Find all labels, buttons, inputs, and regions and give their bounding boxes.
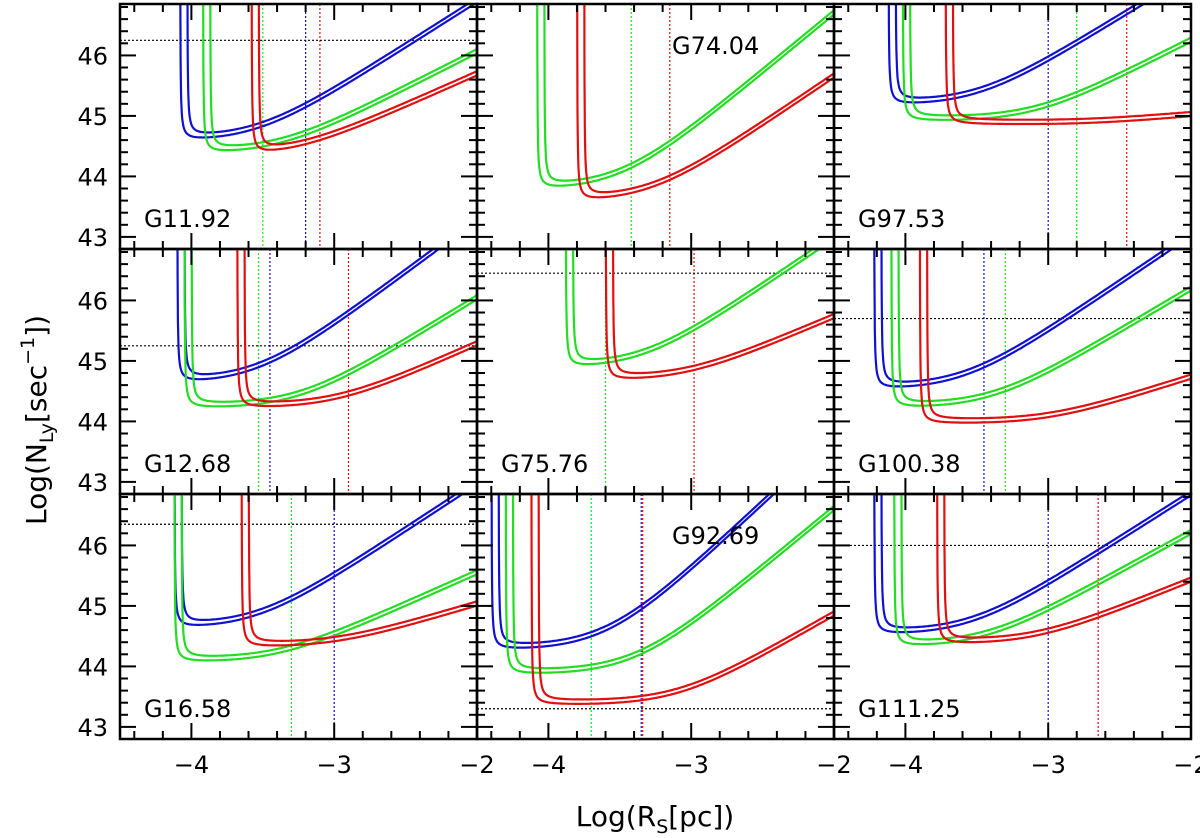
curve-green-lower: [504, 494, 834, 674]
panel-frame: [832, 492, 1193, 741]
panel-g100-38: G100.38: [832, 247, 1193, 496]
curve-green-upper: [543, 4, 834, 182]
curve-green-upper: [572, 249, 816, 361]
x-tick-label: −4: [531, 751, 566, 779]
curve-blue-upper: [186, 4, 470, 134]
curve-green-lower: [564, 249, 822, 366]
curve-red-upper: [583, 4, 834, 194]
curve-red-lower: [936, 494, 1191, 644]
curve-red-upper: [243, 249, 477, 403]
curve-green-lower: [173, 494, 477, 662]
curve-red-upper: [943, 494, 1191, 639]
curve-green-upper: [900, 494, 1191, 641]
curve-green-lower: [536, 4, 834, 187]
curve-green-upper: [511, 494, 834, 670]
panel-label: G74.04: [672, 32, 759, 60]
curve-green-lower: [202, 4, 477, 152]
panel-g75-76: G75.76: [475, 247, 836, 496]
y-tick-label: 45: [77, 348, 108, 376]
panel-label: G92.69: [672, 522, 759, 550]
x-tick-label: −2: [1173, 751, 1200, 779]
curve-red-lower: [250, 4, 477, 151]
panel-label: G12.68: [144, 450, 231, 478]
x-tick-labels: −4 −3 −2 −4 −3 −2 −4 −3 −2: [174, 751, 1200, 779]
curve-green-lower: [183, 249, 477, 408]
curve-red-lower: [944, 4, 1191, 126]
curve-green-upper: [209, 4, 477, 147]
y-tick-label: 45: [77, 103, 108, 131]
panel-label: G75.76: [501, 450, 588, 478]
x-tick-label: −3: [1031, 751, 1066, 779]
y-tick-label: 46: [77, 532, 108, 560]
curve-blue-upper: [894, 4, 1139, 99]
y-axis-label: Log(NLy[sec−1]): [17, 315, 58, 525]
panel-label: G11.92: [144, 205, 231, 233]
curve-red-lower: [604, 249, 834, 379]
panel-label: G111.25: [858, 695, 961, 723]
y-tick-labels: 43 44 45 46 43 44 45 46 43 44 45 46: [77, 42, 108, 741]
panel-label: G97.53: [858, 205, 945, 233]
curve-green-upper: [190, 249, 477, 403]
x-tick-label: −3: [674, 751, 709, 779]
curve-red-lower: [576, 4, 834, 199]
curve-blue-lower: [176, 249, 441, 381]
curve-green-upper: [180, 494, 477, 657]
y-tick-label: 46: [77, 287, 108, 315]
curve-blue-lower: [490, 494, 776, 649]
x-tick-label: −4: [174, 751, 209, 779]
curve-blue-lower: [873, 494, 1191, 634]
curve-red-upper: [537, 494, 834, 701]
panel-g11-92: G11.92: [118, 2, 479, 251]
curve-blue-lower: [873, 249, 1174, 388]
panel-grid: G11.92 G74.04 G97.53 G12.68 G75.76 G100.38 G16…: [118, 2, 1193, 741]
y-tick-label: 44: [77, 408, 108, 436]
curve-green-lower: [901, 4, 1191, 121]
x-axis-label: Log(RS[pc]): [576, 800, 734, 838]
curve-green-lower: [890, 249, 1191, 407]
panel-label: G100.38: [858, 450, 961, 478]
curve-red-upper: [951, 4, 1191, 121]
curve-green-upper: [897, 249, 1191, 403]
y-tick-label: 43: [77, 224, 108, 252]
y-tick-label: 44: [77, 163, 108, 191]
curve-green-upper: [909, 4, 1191, 117]
curve-blue-lower: [887, 4, 1146, 104]
panel-g97-53: G97.53: [832, 2, 1193, 251]
curve-red-lower: [236, 249, 477, 408]
y-tick-label: 44: [77, 653, 108, 681]
panel-g92-69: G92.69: [475, 492, 836, 741]
curve-blue-upper: [183, 249, 435, 376]
x-tick-label: −3: [317, 751, 352, 779]
curve-red-upper: [247, 494, 477, 642]
panel-g74-04: G74.04: [475, 2, 836, 251]
curve-red-upper: [257, 4, 477, 146]
curve-green-lower: [893, 494, 1191, 646]
panel-g12-68: G12.68: [118, 247, 479, 496]
y-tick-label: 43: [77, 469, 108, 497]
panel-label: G16.58: [144, 695, 231, 723]
y-tick-label: 43: [77, 714, 108, 742]
panel-frame: [475, 2, 836, 251]
curve-red-lower: [918, 249, 1191, 424]
curve-red-upper: [611, 249, 834, 375]
panel-g16-58: G16.58: [118, 492, 479, 741]
curve-blue-lower: [173, 494, 465, 626]
y-tick-label: 46: [77, 42, 108, 70]
x-tick-label: −2: [816, 751, 851, 779]
y-tick-label: 45: [77, 593, 108, 621]
curve-blue-upper: [880, 249, 1168, 383]
curve-red-upper: [926, 249, 1191, 420]
curve-blue-upper: [180, 494, 459, 621]
curve-red-lower: [240, 494, 477, 647]
curve-red-lower: [530, 494, 834, 705]
curve-blue-lower: [179, 4, 477, 139]
curve-blue-upper: [497, 494, 771, 644]
x-tick-label: −4: [888, 751, 923, 779]
panel-g111-25: G111.25: [832, 492, 1193, 741]
curve-blue-upper: [880, 494, 1189, 629]
x-tick-label: −2: [459, 751, 494, 779]
